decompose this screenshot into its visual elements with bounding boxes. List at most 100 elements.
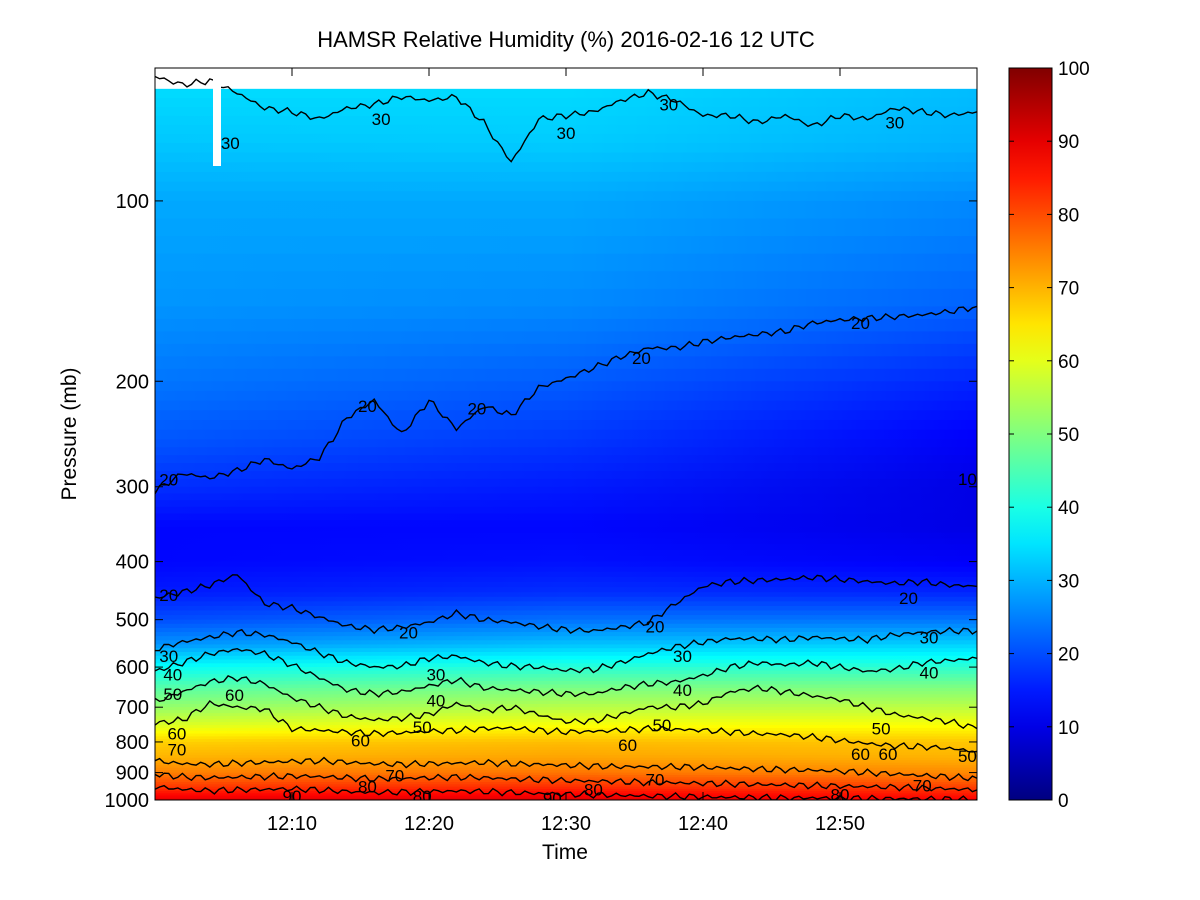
heatmap-cell [155, 691, 977, 695]
heatmap-cell [155, 703, 977, 708]
heatmap-cell [155, 687, 977, 692]
contour-label: 30 [372, 110, 391, 129]
y-tick-label: 1000 [105, 790, 150, 812]
y-tick-label: 300 [116, 477, 149, 499]
heatmap-cell [155, 684, 977, 689]
data-gap-marker [213, 68, 221, 166]
y-tick-label: 900 [116, 763, 149, 785]
heatmap-cell [155, 191, 977, 202]
contour-label: 30 [221, 134, 240, 153]
contour-lines [155, 75, 977, 800]
heatmap-cell [155, 400, 977, 411]
heatmap-cell [155, 97, 977, 108]
heatmap-cell [155, 439, 977, 448]
heatmap-cell [155, 648, 977, 653]
y-axis-label: Pressure (mb) [58, 367, 81, 500]
contour-line-50 [155, 675, 977, 730]
heatmap-cell [155, 627, 977, 633]
contour-label: 40 [673, 681, 692, 700]
colorbar-tick-label: 100 [1058, 59, 1090, 80]
heatmap-cell [155, 390, 977, 402]
heatmap-cell [155, 610, 977, 616]
contour-line-30 [155, 75, 977, 163]
heatmap-cell [155, 777, 977, 781]
heatmap-cell [155, 582, 977, 588]
heatmap-cell [155, 566, 977, 573]
heatmap-cell [155, 419, 977, 431]
heatmap-cell [155, 697, 977, 702]
heatmap-cell [155, 470, 977, 480]
heatmap-cell [155, 727, 977, 732]
colorbar-tick-label: 0 [1058, 791, 1069, 812]
heatmap-cell [155, 142, 977, 154]
contour-line-30 [155, 626, 977, 674]
contour-line-70 [155, 756, 977, 782]
heatmap-cell [155, 152, 977, 163]
x-axis-label: Time [542, 841, 588, 864]
heatmap-cell [155, 306, 977, 320]
heatmap-cell [155, 368, 977, 382]
heatmap-cell [155, 739, 977, 743]
contour-label: 90 [543, 789, 562, 808]
heatmap-cell [155, 713, 977, 717]
heatmap-cell [155, 760, 977, 764]
contour-label: 70 [385, 767, 404, 786]
heatmap-cell [155, 200, 977, 220]
heatmap-cell [155, 767, 977, 771]
heatmap-cell [155, 343, 977, 357]
contour-label: 20 [646, 617, 665, 636]
heatmap-cell [155, 455, 977, 464]
contour-line-60 [155, 700, 977, 753]
heatmap-cell [155, 733, 977, 737]
heatmap-cell [155, 162, 977, 173]
heatmap-cell [155, 652, 977, 657]
contour-line-20 [155, 574, 977, 635]
contour-label: 20 [467, 399, 486, 418]
chart-title: HAMSR Relative Humidity (%) 2016-02-16 1… [317, 27, 815, 52]
heatmap-cell [155, 694, 977, 699]
heatmap-cell [155, 772, 977, 776]
x-tick-label: 12:50 [815, 813, 865, 835]
x-axis: 12:10 12:20 12:30 12:40 12:50 [267, 68, 865, 835]
contour-label: 50 [413, 718, 432, 737]
heatmap-cell [155, 463, 977, 472]
heatmap-cell [155, 561, 977, 568]
contour-label: 30 [557, 124, 576, 143]
contour-label: 70 [167, 740, 186, 759]
contour-label: 60 [851, 745, 870, 764]
colorbar-tick-label: 30 [1058, 571, 1079, 592]
heatmap-cell [155, 318, 977, 332]
contour-label: 20 [851, 314, 870, 333]
heatmap-cell [155, 181, 977, 192]
x-tick-label: 12:40 [678, 813, 728, 835]
heatmap-cell [155, 623, 977, 629]
heatmap-cell [155, 447, 977, 456]
heatmap-cell [155, 765, 977, 769]
heatmap-cell [155, 640, 977, 646]
heatmap-cell [155, 680, 977, 686]
y-axis: 100 200 300 400 500 600 700 800 900 1000 [105, 191, 977, 812]
heatmap-cell [155, 605, 977, 612]
contour-label: 80 [584, 780, 603, 799]
y-tick-label: 600 [116, 657, 149, 679]
heatmap-cell [155, 744, 977, 748]
heatmap-cell [155, 716, 977, 720]
heatmap-cell [155, 520, 977, 528]
heatmap-cell [155, 478, 977, 488]
heatmap-cell [155, 644, 977, 649]
heatmap-cell [155, 655, 977, 661]
contour-label: 50 [872, 720, 891, 739]
heatmap-cell [155, 500, 977, 508]
contour-label: 20 [358, 397, 377, 416]
heatmap-cell [155, 619, 977, 625]
colorbar-tick-label: 10 [1058, 718, 1079, 739]
heatmap-cell [155, 218, 977, 237]
heatmap-cell [155, 106, 977, 117]
colorbar-tick-label: 90 [1058, 132, 1079, 153]
contour-label: 60 [879, 745, 898, 764]
heatmap-cell [155, 615, 977, 621]
heatmap-cell [155, 725, 977, 729]
heatmap-cell [155, 555, 977, 563]
contour-label: 20 [632, 349, 651, 368]
